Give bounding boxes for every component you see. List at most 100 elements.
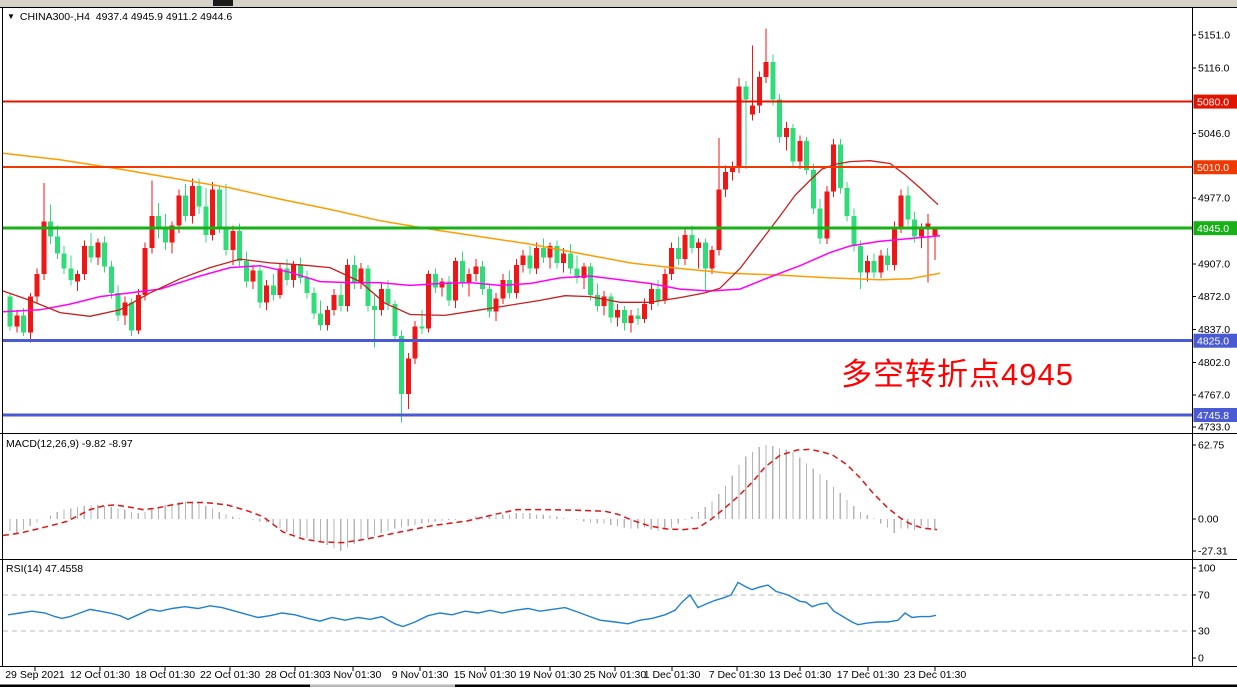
time-tick-label: 18 Oct 01:30 — [135, 669, 195, 681]
time-tick-label: 28 Oct 01:30 — [265, 669, 325, 681]
price-tick-label: 4977.0 — [1198, 193, 1230, 205]
bull-candle — [210, 189, 215, 235]
bull-candle — [176, 195, 182, 226]
bear-candle — [675, 247, 681, 260]
bear-candle — [284, 268, 290, 280]
time-tick-label: 7 Dec 01:30 — [709, 669, 766, 681]
bear-candle — [183, 195, 188, 216]
bear-candle — [554, 246, 560, 263]
bull-candle — [642, 304, 647, 320]
time-tick-label: 15 Nov 01:30 — [454, 669, 517, 681]
bear-candle — [702, 242, 708, 269]
price-tick-label: 4872.0 — [1198, 291, 1230, 303]
bull-candle — [736, 86, 742, 168]
rsi-indicator-name: RSI(14) — [6, 563, 43, 575]
bull-candle — [230, 231, 236, 250]
bull-candle — [723, 171, 728, 190]
bear-candle — [608, 296, 614, 318]
bull-candle — [756, 77, 762, 106]
window-top-notch — [213, 0, 233, 6]
time-tick-label: 13 Dec 01:30 — [769, 669, 832, 681]
bull-candle — [824, 191, 830, 239]
bull-candle — [891, 227, 897, 265]
price-line-badge-label: 5010.0 — [1197, 162, 1229, 174]
bull-candle — [898, 195, 904, 228]
bull-candle — [709, 249, 715, 269]
time-tick-label: 25 Nov 01:30 — [584, 669, 647, 681]
bear-candle — [432, 274, 438, 288]
bull-candle — [878, 255, 884, 273]
bull-candle — [918, 229, 924, 237]
time-tick-label: 12 Oct 01:30 — [70, 669, 130, 681]
bull-candle — [189, 185, 195, 216]
bear-candle — [655, 289, 661, 301]
bull-candle — [763, 62, 769, 78]
bull-candle — [358, 268, 364, 284]
bull-candle — [34, 274, 40, 297]
bull-candle — [750, 105, 755, 115]
bear-candle — [817, 208, 823, 239]
bear-candle — [54, 236, 60, 254]
bull-candle — [783, 127, 789, 138]
macd-tick-label: -27.31 — [1198, 546, 1228, 558]
bear-candle — [851, 215, 857, 247]
bear-candle — [318, 313, 323, 325]
price-line-badge-label: 4825.0 — [1197, 336, 1229, 348]
time-tick-label: 22 Oct 01:30 — [200, 669, 260, 681]
price-line-badge — [1193, 333, 1237, 348]
bull-candle — [682, 234, 688, 260]
price-line-badge — [1193, 94, 1237, 109]
time-tick-label: 29 Sep 2021 — [5, 669, 65, 681]
bear-candle — [459, 261, 465, 284]
bear-candle — [115, 292, 121, 316]
price-tick-label: 4802.0 — [1198, 357, 1230, 369]
bull-candle — [547, 246, 553, 258]
macd-indicator-values: -9.82 -8.97 — [81, 438, 133, 450]
bull-candle — [520, 255, 526, 265]
time-tick-label: 3 Nov 01:30 — [325, 669, 382, 681]
macd-signal-line — [2, 448, 938, 544]
bull-candle — [493, 298, 499, 312]
rsi-tick-label: 70 — [1198, 590, 1210, 602]
bear-candle — [162, 229, 168, 243]
bull-candle — [662, 274, 668, 301]
bear-candle — [594, 294, 600, 307]
ma-slow-orange — [2, 152, 941, 281]
symbol-dropdown-icon[interactable]: ▼ — [7, 12, 15, 21]
bear-candle — [68, 268, 74, 280]
bull-candle — [345, 264, 350, 307]
bear-candle — [129, 302, 134, 331]
window-top-strip — [0, 0, 1237, 8]
bear-candle — [257, 270, 263, 303]
bull-candle — [291, 264, 296, 280]
macd-indicator-name: MACD(12,26,9) — [6, 438, 79, 450]
price-tick-label: 5116.0 — [1198, 62, 1229, 74]
bull-candle — [135, 294, 141, 331]
bull-candle — [250, 270, 256, 282]
bear-candle — [297, 264, 303, 278]
bear-candle — [770, 62, 776, 100]
bull-candle — [41, 221, 47, 275]
bull-candle — [513, 264, 519, 293]
ohlc-values: 4937.4 4945.9 4911.2 4944.6 — [95, 11, 233, 23]
price-line-badge — [1193, 160, 1237, 175]
bull-candle — [331, 294, 337, 310]
bear-candle — [237, 231, 242, 262]
bear-candle — [372, 306, 377, 310]
bear-candle — [365, 268, 371, 307]
bear-candle — [88, 246, 94, 258]
bull-candle — [439, 281, 445, 288]
time-tick-label: 9 Nov 01:30 — [392, 669, 449, 681]
annotation-text: 多空转折点4945 — [841, 357, 1074, 392]
bull-candle — [729, 167, 735, 172]
bull-candle — [149, 215, 155, 248]
price-line-badge — [1193, 407, 1237, 422]
bear-candle — [635, 315, 641, 320]
rsi-tick-label: 100 — [1198, 563, 1216, 575]
symbol-timeframe-label: CHINA300-,H4 — [19, 11, 90, 23]
price-tick-label: 4837.0 — [1198, 324, 1230, 336]
bear-candle — [480, 266, 485, 290]
rsi-pane-label: RSI(14) 47.4558 — [6, 563, 83, 575]
